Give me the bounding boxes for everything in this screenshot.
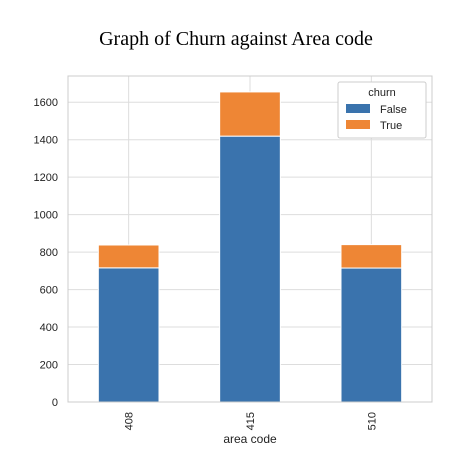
bar-false-415 xyxy=(219,135,281,403)
y-tick-label: 200 xyxy=(40,360,58,372)
legend-swatch-true xyxy=(346,120,370,129)
bar-true-408 xyxy=(97,244,160,269)
x-axis-label: area code xyxy=(223,432,277,446)
bar-false-510 xyxy=(340,267,403,403)
legend-label-false: False xyxy=(380,104,407,116)
y-tick-label: 1000 xyxy=(34,210,58,222)
y-tick-label: 0 xyxy=(52,397,58,409)
legend-swatch-false xyxy=(346,104,370,113)
legend-title: churn xyxy=(368,87,396,99)
y-tick-labels: 0 200 400 600 800 1000 1200 1400 1600 xyxy=(34,97,58,409)
plot-frame xyxy=(67,75,433,403)
y-tick-label: 1600 xyxy=(34,97,58,109)
bar-true-415 xyxy=(219,91,281,137)
y-tick-label: 800 xyxy=(40,247,58,259)
bars xyxy=(97,91,403,403)
legend: churn False True xyxy=(337,81,427,139)
chart-title: Graph of Churn against Area code xyxy=(99,28,373,50)
x-tick-label: 415 xyxy=(245,412,257,430)
x-tick-labels: 408 415 510 xyxy=(124,412,379,430)
x-tick-label: 408 xyxy=(124,412,136,430)
y-tick-label: 600 xyxy=(40,285,58,297)
y-tick-label: 1400 xyxy=(34,135,58,147)
y-tick-label: 400 xyxy=(40,322,58,334)
bar-false-408 xyxy=(97,267,160,403)
x-tick-label: 510 xyxy=(366,412,378,430)
legend-label-true: True xyxy=(380,120,402,132)
y-tick-label: 1200 xyxy=(34,172,58,184)
bar-true-510 xyxy=(340,244,403,269)
